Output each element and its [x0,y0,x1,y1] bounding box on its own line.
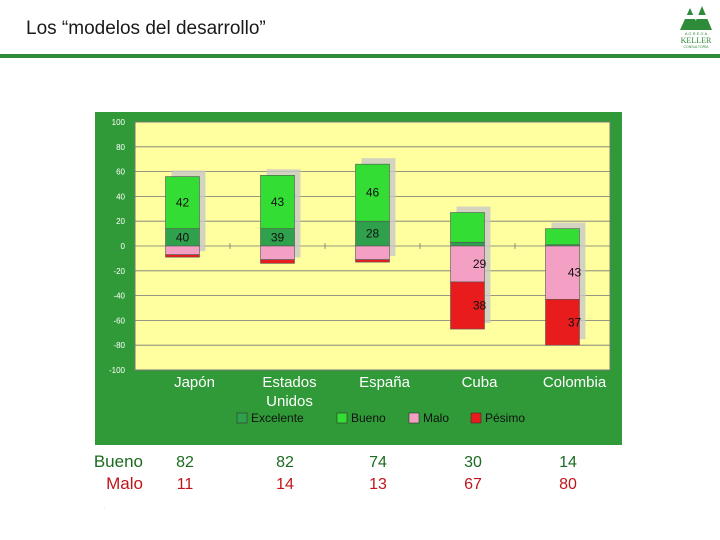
legend-label: Pésimo [485,411,525,425]
y-tick-label: 0 [121,242,126,251]
x-category-label: Unidos [266,393,313,410]
bar-segment [355,259,390,263]
x-category-label: Cuba [462,374,499,391]
slide-title: Los “modelos del desarrollo” [26,18,266,39]
data-label: 46 [366,186,380,200]
y-tick-label: -100 [109,366,126,375]
summary-column: 82 11 [155,452,215,496]
legend-label: Bueno [351,411,386,425]
legend-label: Malo [423,411,449,425]
bar-segment [355,220,390,247]
data-label: 29 [473,257,487,271]
summary-bad-value: 13 [369,476,387,493]
data-label: 37 [568,315,582,329]
logo-line-3: CONSULTORÍA [684,45,710,49]
legend-swatch [470,412,482,424]
bar-segment [545,299,580,346]
y-tick-label: 20 [116,217,125,226]
bar-segment [355,245,390,260]
summary-label-good: Bueno [93,452,143,471]
summary-bad-value: 67 [464,476,482,493]
bar-segment [165,176,200,229]
summary-good-value: 82 [276,454,294,471]
bar-segment [165,245,200,255]
data-label: 42 [176,196,190,210]
bar-segment [450,241,485,247]
summary-good-value: 74 [369,454,387,471]
data-label: 43 [568,266,582,280]
bar-segment [450,212,485,243]
summary-label-bad: Malo [106,474,143,493]
chart-panel: 100 80 60 40 20 0 -20 -40 -60 -80 -100 40 42 Japón 39 4… [95,112,622,445]
x-category-label: España [359,374,411,391]
bar-segment [260,259,295,264]
data-label: 39 [271,230,285,244]
legend-swatch [236,412,248,424]
summary-good-value: 14 [559,454,577,471]
legend-swatch [408,412,420,424]
summary-bad-value: 80 [559,476,577,493]
y-tick-label: -20 [113,267,125,276]
bar-segment [450,245,485,283]
y-tick-label: 60 [116,168,125,177]
data-label: 43 [271,195,285,209]
logo-line-2: KELLER [681,36,712,45]
y-tick-label: -60 [113,316,125,325]
summary-bad-value: 14 [276,476,294,493]
y-tick-label: -80 [113,341,125,350]
stacked-bar-chart: 100 80 60 40 20 0 -20 -40 -60 -80 -100 40 42 Japón 39 4… [109,118,611,425]
x-category-label: Colombia [543,374,607,391]
y-tick-label: 100 [112,118,126,127]
bar-segment [545,228,580,246]
summary-column: 30 67 [443,452,503,496]
data-label: 28 [366,227,380,241]
bar-segment [355,163,390,222]
summary-column: 74 13 [348,452,408,496]
bar-segment [165,254,200,258]
summary-column: 14 80 [538,452,598,496]
header-rule [0,54,720,58]
bar-segment [450,281,485,330]
bar-segment [260,245,295,260]
y-tick-label: 40 [116,192,125,201]
data-label: 40 [176,230,190,244]
legend-swatch [336,412,348,424]
y-tick-label: -40 [113,292,125,301]
logo-mark-icon: A G R E G A KELLER CONSULTORÍA [680,6,712,49]
logo-line-1: A G R E G A [685,31,708,36]
x-category-label: Estados [262,374,316,391]
company-logo: A G R E G A KELLER CONSULTORÍA [676,2,716,50]
x-category-label: Japón [174,374,215,391]
summary-good-value: 82 [176,454,194,471]
bar-segment [260,175,295,229]
summary-column: 82 14 [255,452,315,496]
data-label: 38 [473,299,487,313]
legend-label: Excelente [251,411,304,425]
summary-bad-value: 11 [176,476,194,493]
y-tick-label: 80 [116,143,125,152]
summary-good-value: 30 [464,454,482,471]
footnote-mark: · [104,506,106,511]
